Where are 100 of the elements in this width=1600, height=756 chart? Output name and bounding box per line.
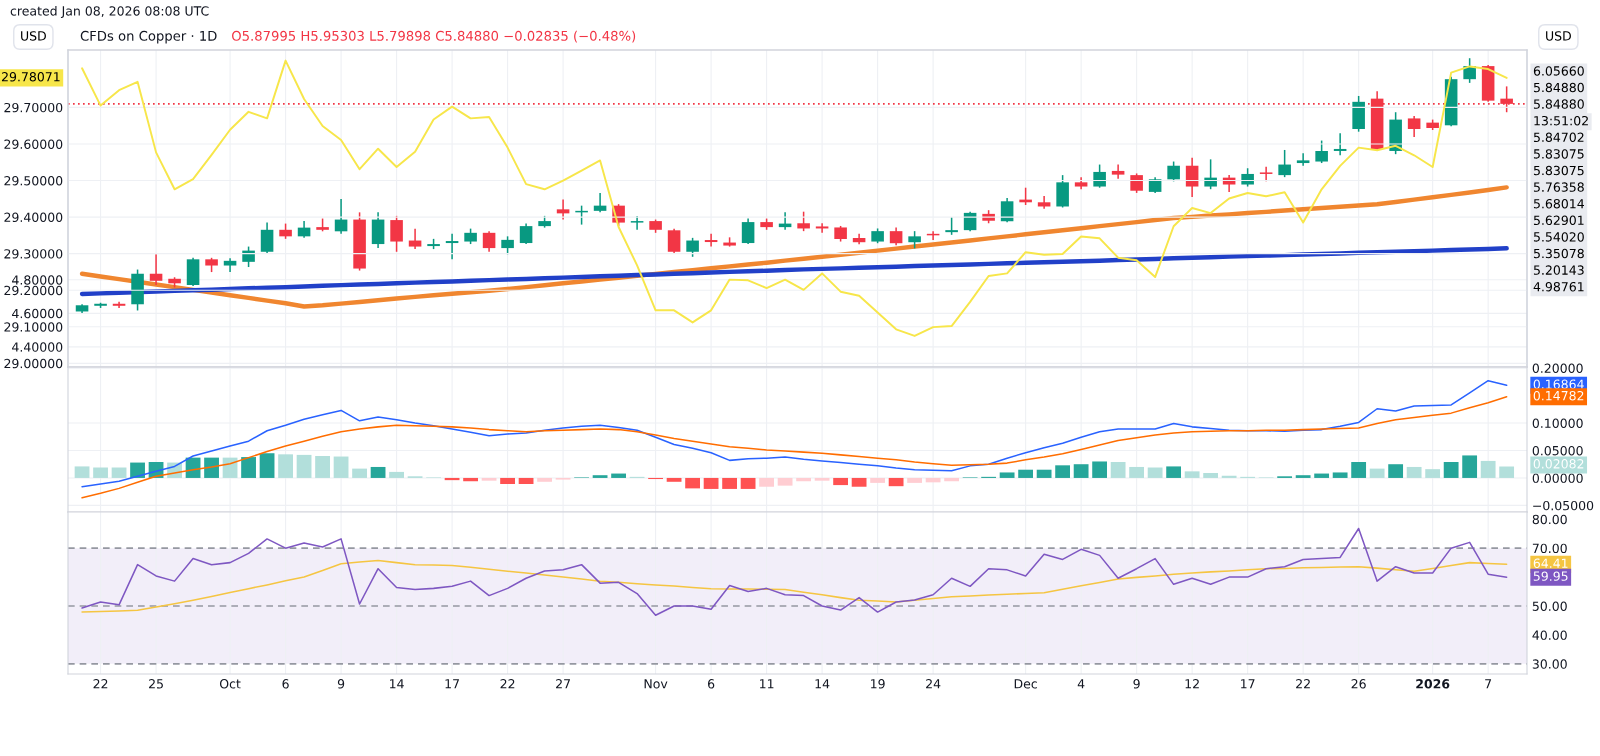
bar — [278, 454, 293, 478]
bar — [500, 477, 515, 484]
y-tick-label: 4.60000 — [12, 308, 63, 319]
y-tick-label: 0.20000 — [1532, 363, 1583, 374]
line-series — [81, 379, 1508, 488]
bar — [1166, 466, 1182, 478]
bar — [1018, 469, 1034, 478]
bar — [1499, 466, 1515, 478]
bar — [204, 457, 219, 478]
y2-tick-label: 29.00000 — [4, 358, 63, 369]
x-tick-label: Oct — [219, 679, 241, 689]
line-series — [81, 559, 1508, 613]
bar — [518, 477, 534, 484]
chart-subtitle: O5.87995 H5.95303 L5.79898 C5.84880 −0.02835 (−0.48%) — [232, 30, 636, 43]
candlestick — [704, 233, 718, 248]
text: 29.78071 — [1, 72, 60, 82]
bar — [315, 455, 330, 478]
candlestick — [482, 230, 496, 253]
bar — [481, 477, 497, 481]
x-tick-label: 25 — [149, 679, 163, 689]
y-tick-label: −0.05000 — [1533, 500, 1594, 511]
text: 64.41 — [1533, 558, 1568, 568]
bar — [1295, 475, 1311, 478]
x-tick-label: 9 — [337, 679, 345, 689]
y2-tick-label: 29.50000 — [4, 176, 63, 186]
y2-axis-title: USD — [21, 31, 46, 41]
bar — [1110, 462, 1126, 478]
candlestick — [593, 192, 607, 214]
bar — [759, 477, 774, 487]
line-series — [81, 59, 1508, 337]
y2-tick-label: 29.10000 — [4, 322, 63, 332]
bar — [1314, 473, 1330, 478]
y-tick-label: 4.80000 — [12, 275, 63, 285]
chart-title: CFDs on Copper · 1D — [80, 30, 217, 44]
x-tick-label: 12 — [1185, 679, 1199, 689]
y2-tick-label: 29.60000 — [4, 139, 63, 149]
bar — [611, 473, 626, 478]
text: 5.35078 — [1533, 248, 1584, 259]
candlestick — [1241, 167, 1254, 188]
bar — [1443, 462, 1459, 478]
text: 5.76358 — [1533, 182, 1584, 192]
candlestick — [390, 215, 403, 253]
text: 5.83075 — [1533, 149, 1584, 159]
candlestick — [1204, 158, 1217, 190]
x-tick-label: 2026 — [1416, 679, 1450, 689]
bar — [111, 467, 127, 478]
text: 5.54020 — [1533, 232, 1584, 242]
text: 5.68014 — [1533, 198, 1584, 209]
candlestick — [686, 237, 699, 258]
bar — [1036, 469, 1052, 478]
x-tick-label: 22 — [93, 679, 108, 689]
bar — [1369, 468, 1385, 478]
y-tick-label: 40.00 — [1532, 630, 1567, 640]
bar — [925, 477, 941, 483]
text: 0.16864 — [1533, 379, 1584, 389]
bar — [1462, 455, 1478, 478]
bar — [1351, 462, 1367, 478]
y-tick-label: 4.40000 — [12, 342, 63, 352]
candlestick — [815, 222, 829, 234]
candlestick — [741, 217, 755, 245]
bar — [722, 477, 737, 489]
bar — [777, 477, 793, 486]
bar — [1055, 465, 1071, 478]
text: 5.83075 — [1533, 165, 1584, 176]
bar — [1073, 464, 1089, 478]
x-tick-label: 11 — [760, 679, 774, 689]
bar — [1203, 473, 1219, 478]
y-tick-label: 0.10000 — [1532, 418, 1583, 428]
bar — [333, 456, 349, 478]
x-tick-label: 17 — [1241, 679, 1255, 689]
candlestick — [1185, 157, 1199, 198]
y-tick-label: 0.00000 — [1532, 473, 1583, 483]
candlestick — [667, 227, 681, 255]
bar — [93, 467, 108, 478]
y-axis-title: USD — [1546, 31, 1571, 41]
bar — [907, 477, 923, 483]
y2-tick-label: 29.40000 — [4, 212, 63, 223]
bar — [666, 477, 682, 482]
bar — [796, 477, 812, 482]
candlestick — [1111, 163, 1125, 180]
text: 5.84880 — [1533, 99, 1584, 109]
candlestick — [1315, 139, 1328, 164]
bar — [592, 475, 608, 478]
text: 5.84702 — [1533, 132, 1584, 143]
line-series — [79, 185, 1509, 309]
x-tick-label: Dec — [1014, 679, 1037, 689]
bar — [685, 477, 700, 489]
bar — [1388, 464, 1404, 478]
x-tick-label: 27 — [556, 679, 570, 689]
candlestick — [1167, 160, 1180, 183]
x-tick-label: 14 — [815, 679, 830, 689]
x-tick-label: 17 — [445, 679, 459, 689]
y-tick-label: 30.00 — [1532, 659, 1567, 669]
x-tick-label: 6 — [282, 679, 289, 689]
x-tick-label: 7 — [1485, 679, 1492, 689]
bar — [833, 477, 849, 486]
bar — [241, 457, 256, 478]
bar — [1425, 469, 1441, 478]
candlestick — [1037, 195, 1051, 210]
candlestick — [408, 227, 422, 250]
